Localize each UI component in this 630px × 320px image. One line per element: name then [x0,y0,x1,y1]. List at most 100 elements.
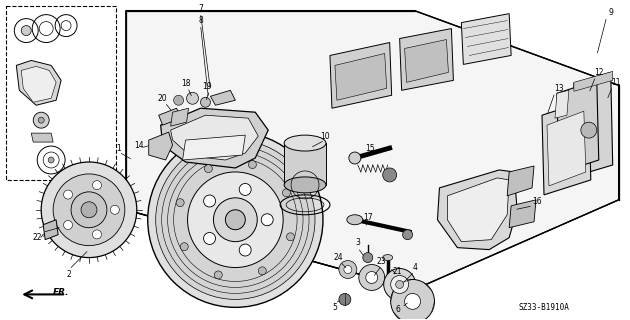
Circle shape [204,165,212,173]
Circle shape [203,195,215,207]
Polygon shape [126,11,619,289]
Circle shape [363,252,373,262]
Circle shape [186,92,198,104]
Circle shape [339,260,357,278]
Text: 22: 22 [33,233,42,242]
Circle shape [53,174,125,246]
Polygon shape [32,133,53,142]
Circle shape [41,162,137,258]
Ellipse shape [284,135,326,151]
Text: 19: 19 [203,82,212,91]
Circle shape [110,205,119,214]
Text: 24: 24 [333,253,343,262]
Circle shape [93,181,101,190]
Text: 23: 23 [377,257,387,266]
Circle shape [176,199,184,207]
Circle shape [38,117,44,123]
Text: 10: 10 [320,132,329,140]
Polygon shape [404,40,449,82]
Text: 13: 13 [554,84,564,93]
Text: 9: 9 [609,8,613,17]
Circle shape [384,268,416,300]
Text: 17: 17 [363,213,372,222]
Circle shape [174,95,183,105]
Circle shape [156,140,315,300]
Circle shape [239,244,251,256]
Circle shape [403,230,413,240]
Circle shape [226,210,245,230]
Polygon shape [574,72,613,176]
Text: 21: 21 [393,267,403,276]
Text: 7: 7 [198,4,203,13]
Circle shape [359,265,385,291]
Circle shape [282,189,290,197]
Circle shape [147,132,323,307]
Circle shape [180,243,188,251]
Circle shape [366,271,378,284]
Ellipse shape [347,215,363,225]
Circle shape [396,280,404,288]
Polygon shape [555,90,569,118]
Text: 20: 20 [158,94,168,103]
Text: SZ33-B1910A: SZ33-B1910A [518,303,570,312]
Text: FR.: FR. [53,288,70,297]
Circle shape [248,161,256,169]
Polygon shape [21,67,56,102]
Circle shape [200,97,210,107]
Circle shape [71,192,107,228]
Circle shape [391,279,435,320]
Polygon shape [171,115,258,160]
Text: 6: 6 [395,305,400,314]
Circle shape [382,168,397,182]
Circle shape [64,220,72,229]
Circle shape [239,183,251,196]
Text: 5: 5 [333,303,337,312]
Text: 16: 16 [532,197,542,206]
Polygon shape [437,170,517,250]
Circle shape [339,293,351,305]
Circle shape [64,190,72,199]
Polygon shape [183,135,245,160]
Ellipse shape [284,177,326,193]
Polygon shape [16,60,61,105]
Circle shape [33,112,49,128]
Text: 4: 4 [412,263,417,272]
Circle shape [21,26,32,36]
Circle shape [261,214,273,226]
Circle shape [287,233,294,241]
Polygon shape [330,43,392,108]
Polygon shape [399,28,454,90]
Polygon shape [447,178,509,242]
Circle shape [188,172,283,268]
Circle shape [203,233,215,244]
Text: 8: 8 [198,16,203,25]
Text: 11: 11 [611,78,621,87]
Circle shape [404,293,421,309]
Polygon shape [507,166,534,196]
Text: 1: 1 [117,144,121,153]
Polygon shape [171,108,188,126]
Text: 18: 18 [181,79,190,88]
Polygon shape [159,108,181,125]
Bar [6,6,116,180]
Polygon shape [210,90,236,105]
Text: 15: 15 [365,144,375,153]
Polygon shape [161,108,268,168]
Polygon shape [557,80,598,173]
Polygon shape [149,132,173,160]
Circle shape [349,152,361,164]
Circle shape [214,198,257,242]
Polygon shape [509,200,536,228]
Polygon shape [335,53,387,100]
Text: 3: 3 [355,238,360,247]
Ellipse shape [382,255,392,260]
Circle shape [48,157,54,163]
Text: 12: 12 [594,68,604,77]
Polygon shape [574,71,613,91]
Circle shape [391,276,409,293]
Circle shape [93,230,101,239]
Polygon shape [542,100,591,195]
Text: 2: 2 [67,270,71,279]
Circle shape [258,267,266,275]
Polygon shape [461,14,511,64]
